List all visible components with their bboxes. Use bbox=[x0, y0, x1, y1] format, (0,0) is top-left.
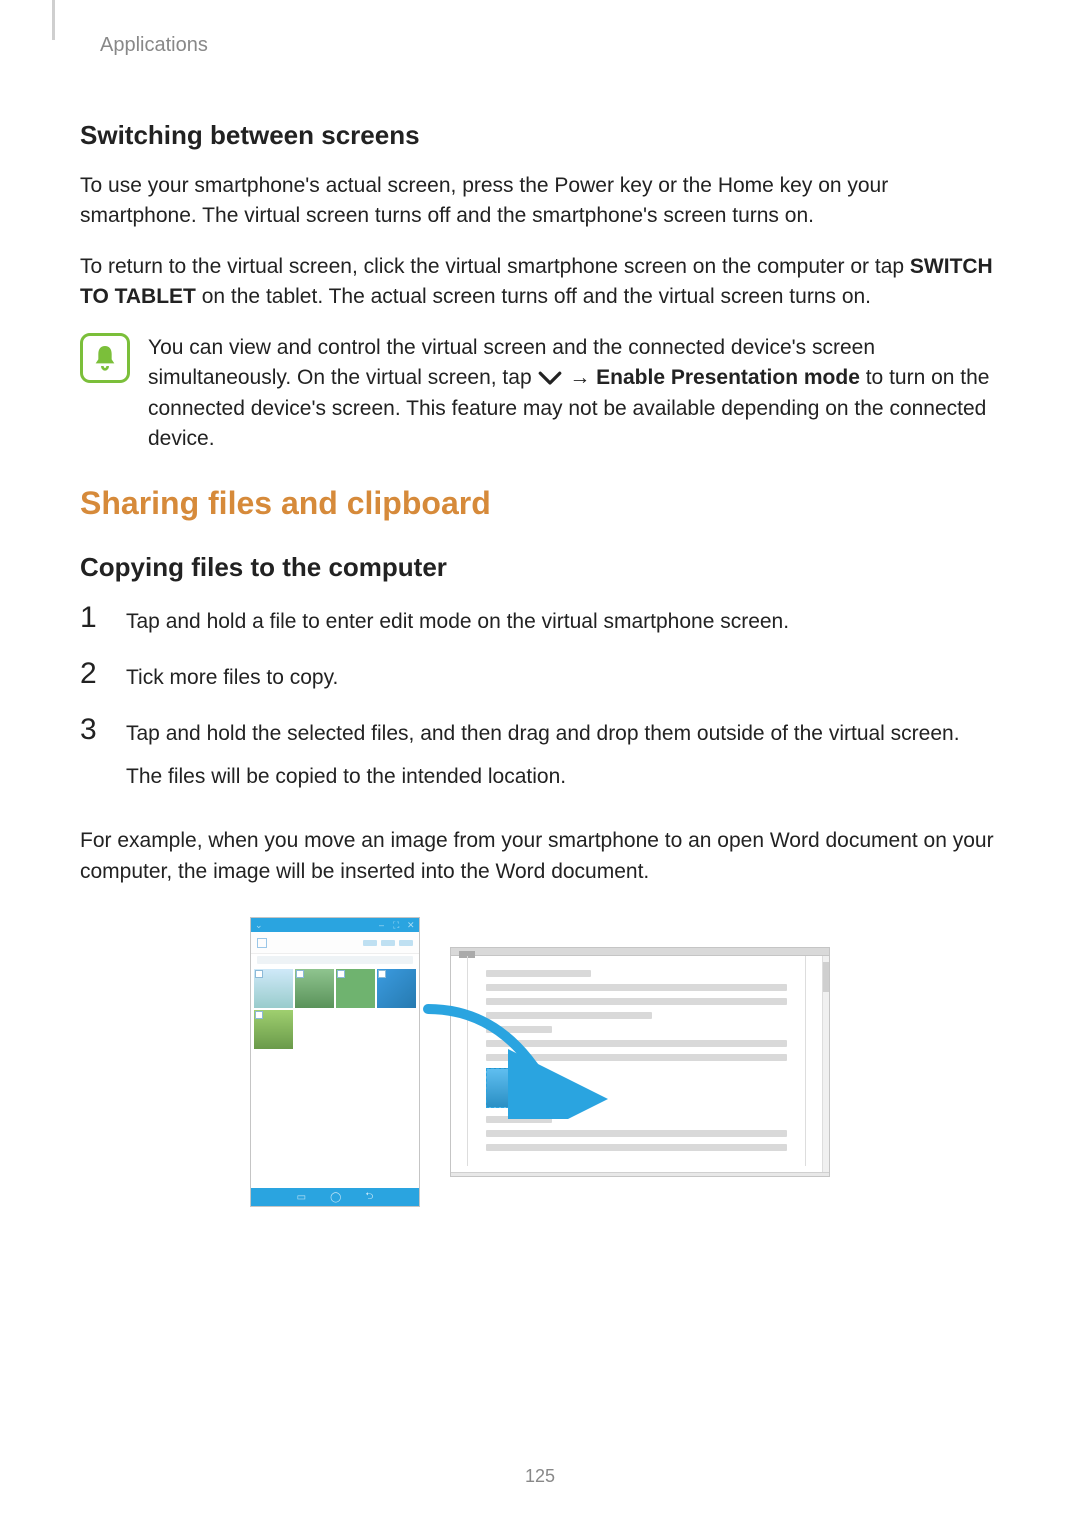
home-icon: ◯ bbox=[330, 1192, 341, 1203]
phone-toolbar bbox=[251, 932, 419, 954]
thumbnail bbox=[254, 969, 293, 1008]
step-item: 3 Tap and hold the selected files, and t… bbox=[80, 715, 1000, 804]
close-icon: ✕ bbox=[407, 921, 415, 929]
text-line bbox=[486, 1130, 787, 1137]
drag-drop-illustration: ⌄ – ⛶ ✕ bbox=[80, 917, 1000, 1227]
note-text: You can view and control the virtual scr… bbox=[148, 333, 1000, 455]
checkbox-icon bbox=[378, 970, 386, 978]
maximize-icon: ⛶ bbox=[393, 921, 401, 929]
checkbox-icon bbox=[257, 938, 267, 948]
virtual-phone-window: ⌄ – ⛶ ✕ bbox=[250, 917, 420, 1207]
thumbnail bbox=[377, 969, 416, 1008]
text-line bbox=[486, 1040, 787, 1047]
text-line bbox=[486, 1116, 552, 1123]
text-line bbox=[486, 998, 787, 1005]
step-body: Tap and hold the selected files, and the… bbox=[126, 715, 1000, 804]
checkbox-icon bbox=[255, 1011, 263, 1019]
text-line bbox=[486, 984, 787, 991]
dropped-image bbox=[486, 1068, 544, 1108]
text-line bbox=[486, 1026, 552, 1033]
step-number: 1 bbox=[80, 603, 108, 633]
document-page bbox=[467, 956, 806, 1166]
window-titlebar bbox=[451, 948, 829, 956]
thumbnail bbox=[295, 969, 334, 1008]
breadcrumb: Applications bbox=[100, 34, 208, 57]
heading-copying-files: Copying files to the computer bbox=[80, 552, 1000, 583]
step-item: 2 Tick more files to copy. bbox=[80, 659, 1000, 693]
step-body: Tick more files to copy. bbox=[126, 659, 1000, 693]
scrollbar bbox=[822, 956, 829, 1172]
step-number: 3 bbox=[80, 715, 108, 745]
bell-icon bbox=[80, 333, 130, 383]
thumbnail bbox=[336, 969, 375, 1008]
step-item: 1 Tap and hold a file to enter edit mode… bbox=[80, 603, 1000, 637]
gallery-thumbnails bbox=[251, 966, 419, 1052]
arrow-glyph: → bbox=[569, 366, 590, 389]
window-statusbar bbox=[451, 1172, 829, 1177]
page-number: 125 bbox=[0, 1466, 1080, 1487]
scrollbar-thumb bbox=[823, 962, 829, 992]
back-icon: ⮌ bbox=[365, 1189, 373, 1206]
text-line bbox=[486, 1144, 787, 1151]
text-bold: Enable Presentation mode bbox=[596, 366, 860, 389]
checkbox-icon bbox=[337, 970, 345, 978]
text: To return to the virtual screen, click t… bbox=[80, 255, 910, 278]
text-line bbox=[486, 1012, 652, 1019]
page-content: Switching between screens To use your sm… bbox=[80, 120, 1000, 1227]
toolbar-action bbox=[363, 940, 377, 946]
header-rule bbox=[52, 0, 55, 40]
toolbar-action bbox=[381, 940, 395, 946]
thumbnail bbox=[254, 1010, 293, 1049]
chevron-down-icon: ⌄ bbox=[255, 921, 263, 929]
text-line bbox=[486, 970, 591, 977]
paragraph: To use your smartphone's actual screen, … bbox=[80, 171, 1000, 232]
text-line bbox=[486, 1054, 787, 1061]
section-label-bar bbox=[257, 956, 413, 964]
checkbox-icon bbox=[255, 970, 263, 978]
step-body: Tap and hold a file to enter edit mode o… bbox=[126, 603, 1000, 637]
chevron-down-icon bbox=[537, 370, 563, 388]
minimize-icon: – bbox=[379, 921, 387, 929]
heading-sharing-files: Sharing files and clipboard bbox=[80, 485, 1000, 522]
phone-nav-bar: ▭ ◯ ⮌ bbox=[251, 1188, 419, 1206]
note-callout: You can view and control the virtual scr… bbox=[80, 333, 1000, 455]
recent-apps-icon: ▭ bbox=[297, 1192, 306, 1203]
checkbox-icon bbox=[296, 970, 304, 978]
paragraph: To return to the virtual screen, click t… bbox=[80, 252, 1000, 313]
paragraph: For example, when you move an image from… bbox=[80, 826, 1000, 887]
text: The files will be copied to the intended… bbox=[126, 762, 1000, 792]
toolbar-action bbox=[399, 940, 413, 946]
window-titlebar: ⌄ – ⛶ ✕ bbox=[251, 918, 419, 932]
document-window bbox=[450, 947, 830, 1177]
step-number: 2 bbox=[80, 659, 108, 689]
text: on the tablet. The actual screen turns o… bbox=[196, 285, 871, 308]
heading-switching-screens: Switching between screens bbox=[80, 120, 1000, 151]
text: Tap and hold the selected files, and the… bbox=[126, 719, 1000, 749]
